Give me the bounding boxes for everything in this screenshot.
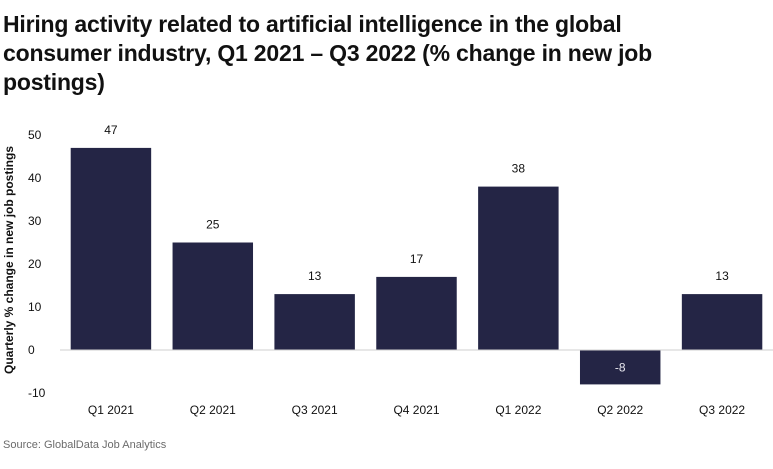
- y-axis-ticks: -10 0 10 20 30 40 50: [28, 128, 46, 400]
- x-tick-label: Q3 2021: [292, 403, 338, 417]
- x-tick-label: Q2 2022: [597, 403, 643, 417]
- y-axis-label: Quarterly % change in new job postings: [2, 146, 16, 374]
- y-tick-label: 0: [28, 343, 35, 357]
- x-axis-ticks: Q1 2021 Q2 2021 Q3 2021 Q4 2021 Q1 2022 Q2 20…: [88, 403, 746, 417]
- y-tick-label: 20: [28, 257, 42, 271]
- bar: [681, 294, 763, 350]
- chart-title: Hiring activity related to artificial in…: [3, 11, 653, 95]
- bar: [274, 294, 355, 350]
- x-tick-label: Q1 2022: [495, 403, 541, 417]
- y-tick-label: 40: [28, 171, 42, 185]
- bar: [579, 350, 661, 385]
- y-tick-label: -10: [28, 386, 46, 400]
- data-label: 17: [410, 252, 424, 266]
- y-tick-label: 50: [28, 128, 42, 142]
- data-label: -8: [615, 360, 626, 374]
- x-tick-label: Q4 2021: [393, 403, 439, 417]
- data-label: 25: [206, 218, 220, 232]
- data-label: 47: [104, 123, 118, 137]
- x-tick-label: Q1 2021: [88, 403, 134, 417]
- source-note: Source: GlobalData Job Analytics: [3, 439, 167, 451]
- bar: [376, 276, 457, 350]
- bars: [70, 147, 763, 385]
- data-label: 13: [308, 269, 322, 283]
- data-labels: 47 25 13 17 38 -8 13: [104, 123, 729, 375]
- y-tick-label: 10: [28, 300, 42, 314]
- data-label: 38: [512, 162, 526, 176]
- bar: [172, 242, 254, 350]
- x-tick-label: Q3 2022: [699, 403, 745, 417]
- bar: [478, 186, 559, 350]
- data-label: 13: [715, 269, 729, 283]
- x-tick-label: Q2 2021: [190, 403, 236, 417]
- bar: [70, 147, 152, 350]
- y-tick-label: 30: [28, 214, 42, 228]
